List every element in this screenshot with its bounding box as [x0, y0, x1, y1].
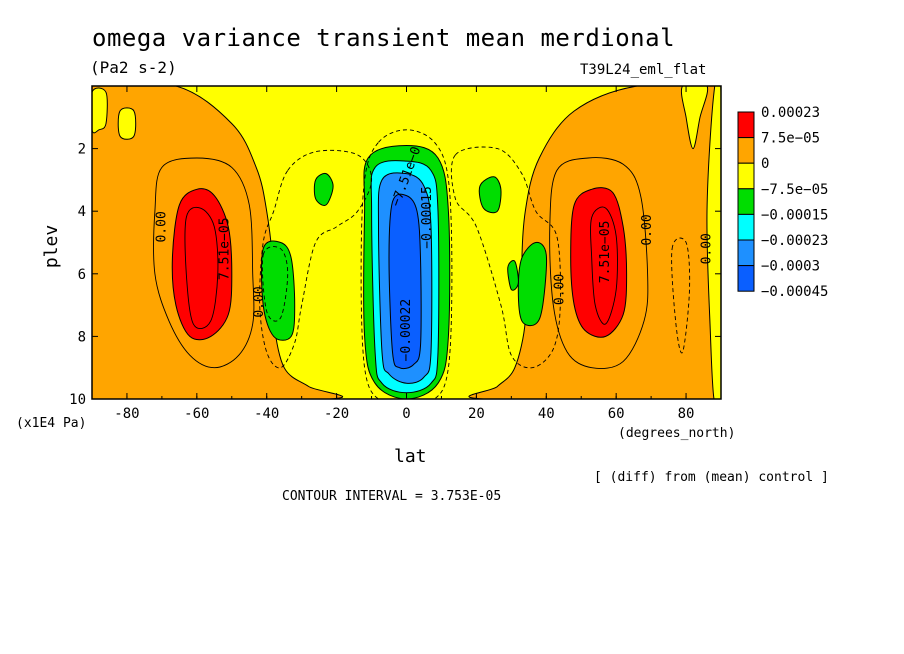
contour-line-7: [261, 246, 289, 322]
y-tick-label-0: 2: [78, 142, 86, 158]
region-green-blob-n: [517, 241, 548, 327]
chart-title: omega variance transient mean merdional: [92, 24, 676, 52]
x-tick-label-7: 60: [608, 406, 625, 422]
contour-line-1: [549, 157, 649, 369]
region-red-core-north: [570, 187, 628, 338]
chart-units: (Pa2 s-2): [90, 58, 177, 77]
legend-level-1: 7.5e−05: [761, 131, 820, 147]
x-tick-label-6: 40: [538, 406, 555, 422]
region-green-blob-s: [260, 240, 296, 341]
comparison-note: [ (diff) from (mean) control ]: [594, 470, 829, 485]
contour-label-1: 0.00: [154, 211, 169, 242]
contour-line-0: [153, 157, 255, 369]
legend-level-7: −0.00045: [761, 284, 828, 300]
x-tick-label-5: 20: [468, 406, 485, 422]
contour-label-9: −0.00022: [399, 299, 414, 362]
contour-label-2: 0.00: [252, 286, 267, 317]
y-tick-label-1: 4: [78, 204, 86, 220]
contour-label-5: 0.00: [553, 274, 568, 305]
region-yellow-band-north: [706, 86, 721, 399]
contour-line-3: [590, 206, 618, 325]
legend-swatch-4: [737, 213, 755, 241]
x-tick-label-3: -20: [324, 406, 349, 422]
plot-area: [92, 86, 721, 399]
legend-swatch-1: [737, 137, 755, 164]
legend-swatch-5: [737, 239, 755, 267]
legend-level-5: −0.00023: [761, 233, 828, 249]
contour-label-3: 7.51e−05: [598, 221, 613, 284]
x-tick-label-8: 80: [678, 406, 695, 422]
contour-line-6: [360, 129, 453, 399]
region-yellow-island-s1: [92, 87, 108, 134]
contour-line-8: [671, 237, 691, 354]
x-tick-label-1: -60: [184, 406, 209, 422]
x-tick-label-0: -80: [114, 406, 139, 422]
y-tick-label-3: 8: [78, 329, 86, 345]
region-yellow-island-n2: [680, 86, 709, 150]
legend-level-3: −7.5e−05: [761, 182, 828, 198]
contour-line-5: [450, 146, 561, 369]
y-tick-label-2: 6: [78, 267, 86, 283]
legend-swatch-6: [737, 265, 755, 292]
contour-line-2: [184, 206, 219, 329]
contour-label-0: 7.51e−05: [217, 217, 232, 280]
contour-label-6: 0.00: [700, 233, 715, 264]
y-tick-label-4: 10: [69, 392, 86, 408]
run-label: T39L24_eml_flat: [580, 62, 707, 78]
legend-swatch-2: [737, 162, 755, 190]
legend-level-4: −0.00015: [761, 207, 828, 223]
region-green-spot-n2: [507, 260, 519, 291]
axes: -80 -60 -40 -20 0 20 40 60 80 2 4 6 8 10: [69, 86, 722, 422]
region-yellow-island-s2: [117, 107, 137, 140]
y-axis-units: (x1E4 Pa): [16, 416, 87, 431]
legend-swatch-0: [737, 111, 755, 139]
legend-level-6: −0.0003: [761, 259, 820, 275]
legend-swatch-3: [737, 188, 755, 215]
x-axis-units: (degrees_north): [618, 426, 736, 441]
region-red-core-south: [171, 188, 233, 341]
contour-label-7: −0.00015: [420, 186, 435, 249]
contour-line-4: [259, 149, 373, 369]
region-equatorial-core: [388, 193, 422, 370]
region-green-spot-n: [478, 176, 502, 214]
contour-interval-note: CONTOUR INTERVAL = 3.753E-05: [282, 489, 502, 504]
x-tick-label-4: 0: [402, 406, 410, 422]
x-tick-label-2: -40: [254, 406, 279, 422]
legend: 0.00023 7.5e−05 0 −7.5e−05 −0.00015 −0.00023 −…: [737, 105, 828, 300]
region-green-spot-s: [313, 172, 334, 206]
x-axis-label: lat: [394, 446, 427, 467]
contour-label-4: 0.00: [640, 214, 655, 245]
legend-level-2: 0: [761, 156, 769, 172]
legend-level-0: 0.00023: [761, 105, 820, 121]
